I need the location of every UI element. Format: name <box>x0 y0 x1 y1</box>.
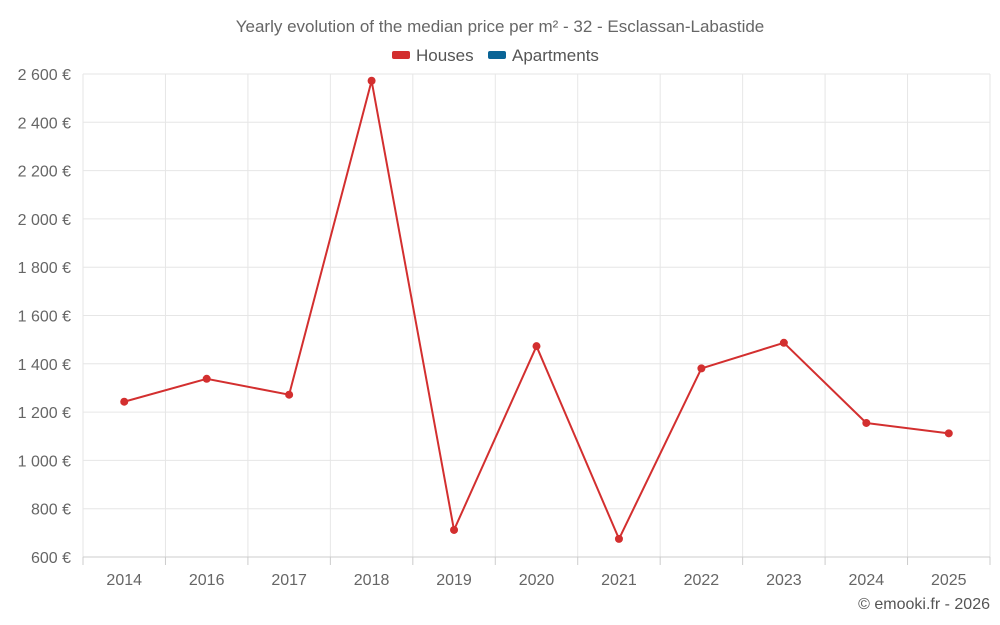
y-tick-label: 2 600 € <box>18 67 71 84</box>
y-tick-label: 1 000 € <box>18 453 71 470</box>
legend-item-apartments[interactable]: Apartments <box>488 46 599 65</box>
data-point[interactable] <box>944 429 953 438</box>
data-point[interactable] <box>614 534 623 543</box>
data-point[interactable] <box>367 76 376 85</box>
y-tick-label: 1 200 € <box>18 405 71 422</box>
data-point[interactable] <box>202 374 211 383</box>
legend: Houses Apartments <box>392 46 599 65</box>
x-tick-label: 2025 <box>931 572 967 589</box>
y-tick-label: 1 600 € <box>18 309 71 326</box>
y-tick-label: 2 000 € <box>18 212 71 229</box>
x-tick-label: 2021 <box>601 572 637 589</box>
y-tick-label: 2 200 € <box>18 164 71 181</box>
y-tick-label: 1 400 € <box>18 357 71 374</box>
legend-label-houses: Houses <box>416 46 474 65</box>
x-tick-label: 2017 <box>271 572 307 589</box>
legend-swatch-houses <box>392 51 410 59</box>
data-point[interactable] <box>779 338 788 347</box>
y-tick-label: 2 400 € <box>18 115 71 132</box>
legend-label-apartments: Apartments <box>512 46 599 65</box>
data-point[interactable] <box>285 390 294 399</box>
y-tick-label: 1 800 € <box>18 260 71 277</box>
x-tick-label: 2022 <box>684 572 720 589</box>
legend-item-houses[interactable]: Houses <box>392 46 474 65</box>
data-point[interactable] <box>120 397 129 406</box>
data-point[interactable] <box>532 342 541 351</box>
axes: 600 € 800 € 1 000 € 1 200 € 1 400 € 1 600 € 1 … <box>18 67 991 589</box>
data-point[interactable] <box>862 418 871 427</box>
x-tick-label: 2020 <box>519 572 555 589</box>
x-tick-label: 2019 <box>436 572 472 589</box>
chart-title: Yearly evolution of the median price per… <box>236 17 765 36</box>
x-tick-label: 2014 <box>106 572 142 589</box>
series-houses <box>120 76 953 543</box>
x-tick-label: 2016 <box>189 572 225 589</box>
grid <box>82 73 991 557</box>
y-tick-label: 800 € <box>31 502 71 519</box>
y-tick-label: 600 € <box>31 550 71 567</box>
credit-text: © emooki.fr - 2026 <box>858 596 990 613</box>
data-point[interactable] <box>450 525 459 534</box>
x-tick-label: 2018 <box>354 572 390 589</box>
data-point[interactable] <box>697 364 706 373</box>
legend-swatch-apartments <box>488 51 506 59</box>
x-tick-label: 2023 <box>766 572 802 589</box>
x-tick-label: 2024 <box>849 572 885 589</box>
